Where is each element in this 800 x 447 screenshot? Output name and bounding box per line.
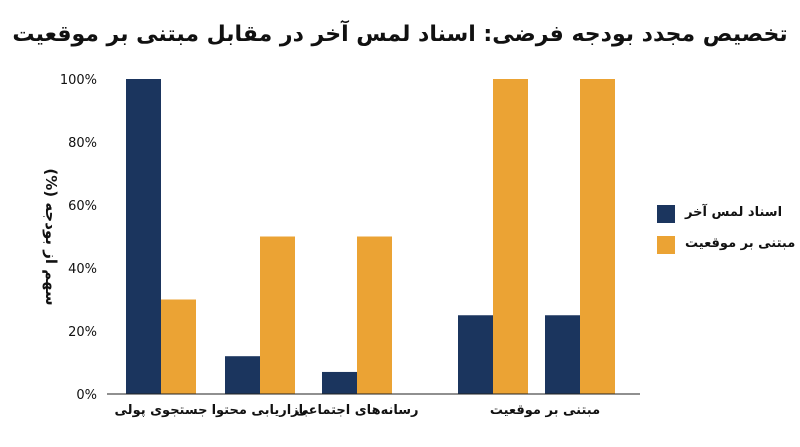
bar-last-touch [322,371,357,394]
y-tick-label: 80% [68,136,97,151]
legend-swatch-position-based [657,236,675,254]
bar-last-touch [225,356,260,394]
y-tick-label: 0% [76,388,97,403]
bar-position-based [260,236,295,394]
y-tick-label: 100% [60,73,97,88]
bar-position-based [357,236,392,394]
bar-last-touch [545,315,580,394]
y-axis-label: سهم از بودجه (%) [42,168,60,305]
bar-last-touch [458,315,493,394]
bar-position-based [161,299,196,394]
legend-swatch-last-touch [657,205,675,223]
legend-label-last-touch: اسناد لمس آخر [685,205,783,220]
x-tick-label: مبتنی بر موقعیت [490,403,600,418]
y-tick-label: 60% [68,199,97,214]
bar-position-based [493,79,528,394]
y-tick-label: 40% [68,262,97,277]
x-tick-label: جستجوی پولی [115,403,208,418]
chart-title: تخصیص مجدد بودجه فرضی: اسناد لمس آخر در … [12,22,788,47]
legend-label-position-based: مبتنی بر موقعیت [685,236,796,251]
bar-position-based [580,79,615,394]
bar-last-touch [126,79,161,394]
x-tick-label: بازاریابی محتوا [212,403,309,418]
y-tick-label: 20% [68,325,97,340]
x-tick-label: رسانه‌های اجتماعی [295,403,418,418]
